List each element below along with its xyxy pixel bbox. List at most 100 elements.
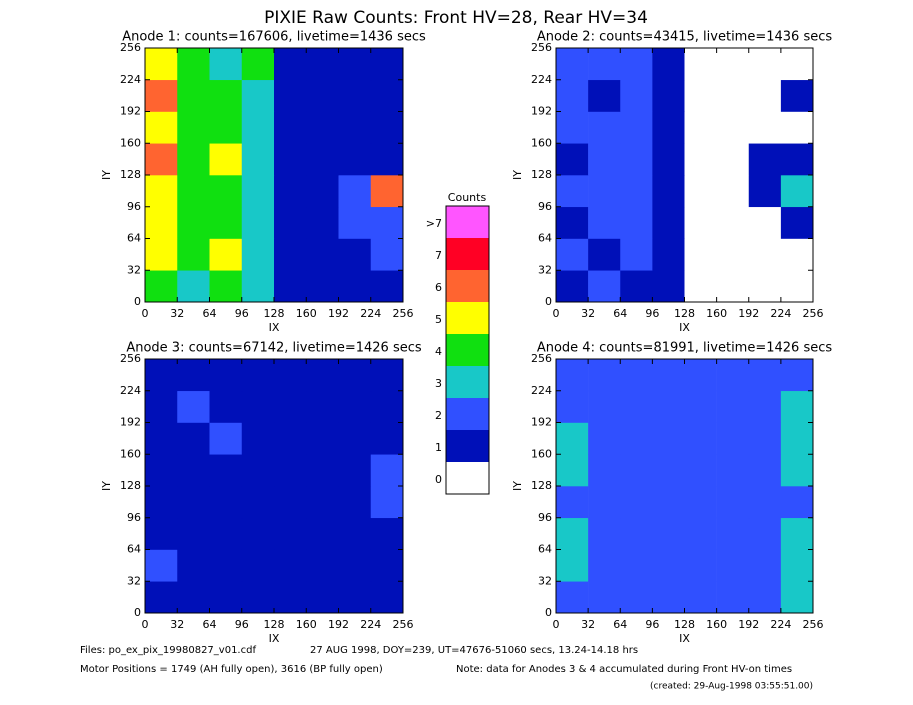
heatmap-cell xyxy=(177,175,210,208)
heatmap-cell xyxy=(652,143,685,176)
colorbar-box xyxy=(446,270,489,302)
heatmap-cell xyxy=(274,454,307,487)
heatmap-cell xyxy=(241,454,275,487)
heatmap-cell xyxy=(145,270,178,303)
heatmap-cell xyxy=(780,48,814,81)
x-tick-label: 192 xyxy=(738,307,759,320)
heatmap-cell xyxy=(716,390,750,423)
heatmap-cell xyxy=(684,390,717,423)
heatmap-cell xyxy=(370,143,404,176)
heatmap-cell xyxy=(780,359,814,392)
heatmap-cell xyxy=(306,454,339,487)
heatmap-cell xyxy=(588,486,621,519)
heatmap-cell xyxy=(684,517,717,550)
y-tick-label: 0 xyxy=(545,295,552,308)
heatmap-cell xyxy=(338,581,372,614)
colorbar-label: >7 xyxy=(426,217,442,230)
heatmap-cell xyxy=(780,390,814,423)
heatmap-cell xyxy=(177,422,210,455)
heatmap-cell xyxy=(274,517,307,550)
heatmap-cell xyxy=(209,486,243,519)
y-tick-label: 224 xyxy=(120,384,141,397)
heatmap-cell xyxy=(556,359,589,392)
heatmap-cell xyxy=(274,486,307,519)
heatmap-cell xyxy=(684,175,717,208)
heatmap-cell xyxy=(306,422,339,455)
y-tick-label: 160 xyxy=(120,136,141,149)
heatmap-cell xyxy=(620,517,653,550)
heatmap-cell xyxy=(780,422,814,455)
x-tick-label: 224 xyxy=(360,618,381,631)
heatmap-cell xyxy=(177,48,210,81)
y-tick-label: 224 xyxy=(531,73,552,86)
heatmap-cell xyxy=(556,48,589,81)
heatmap-cell xyxy=(716,238,750,271)
colorbar-label: 2 xyxy=(435,409,442,422)
panel-title: Anode 3: counts=67142, livetime=1426 sec… xyxy=(126,341,422,356)
y-tick-label: 256 xyxy=(120,352,141,365)
heatmap-cell xyxy=(556,517,589,550)
heatmap-cell xyxy=(588,238,621,271)
y-tick-label: 160 xyxy=(531,447,552,460)
heatmap-cell xyxy=(684,48,717,81)
x-tick-label: 160 xyxy=(296,618,317,631)
y-tick-label: 64 xyxy=(127,543,141,556)
heatmap-cell xyxy=(620,206,653,239)
heatmap-cell xyxy=(780,111,814,144)
x-tick-label: 0 xyxy=(142,618,149,631)
heatmap-cell xyxy=(209,270,243,303)
heatmap-cell xyxy=(588,454,621,487)
x-tick-label: 160 xyxy=(706,307,727,320)
heatmap-cell xyxy=(241,359,275,392)
heatmap-cell xyxy=(652,549,685,582)
heatmap-cell xyxy=(209,390,243,423)
heatmap-cell xyxy=(241,111,275,144)
heatmap-cell xyxy=(652,270,685,303)
heatmap-cell xyxy=(556,486,589,519)
heatmap-cell xyxy=(588,390,621,423)
heatmap-cell xyxy=(370,79,404,112)
heatmap-cell xyxy=(145,238,178,271)
x-tick-label: 192 xyxy=(328,618,349,631)
heatmap-cell xyxy=(748,238,782,271)
heatmap-cell xyxy=(338,175,372,208)
heatmap-cell xyxy=(241,422,275,455)
heatmap-cell xyxy=(748,206,782,239)
heatmap-cell xyxy=(652,486,685,519)
heatmap-cell xyxy=(241,175,275,208)
heatmap-cell xyxy=(338,454,372,487)
heatmap-cell xyxy=(780,143,814,176)
x-tick-label: 64 xyxy=(203,618,217,631)
heatmap-cell xyxy=(620,175,653,208)
heatmap-cell xyxy=(716,454,750,487)
heatmap-cell xyxy=(177,549,210,582)
y-tick-label: 0 xyxy=(545,606,552,619)
heatmap-cell xyxy=(716,48,750,81)
heatmap-cell xyxy=(209,175,243,208)
heatmap-cell xyxy=(370,175,404,208)
heatmap-cell xyxy=(748,517,782,550)
heatmap-cell xyxy=(306,238,339,271)
heatmap-cell xyxy=(145,390,178,423)
heatmap-cell xyxy=(684,359,717,392)
heatmap-cell xyxy=(145,48,178,81)
y-tick-label: 192 xyxy=(120,105,141,118)
x-axis-label: IX xyxy=(269,632,280,645)
heatmap-cell xyxy=(306,486,339,519)
heatmap-cell xyxy=(370,270,404,303)
heatmap-cell xyxy=(716,143,750,176)
colorbar-box xyxy=(446,462,489,494)
y-tick-label: 96 xyxy=(127,511,141,524)
heatmap-cell xyxy=(370,48,404,81)
heatmap-cell xyxy=(652,79,685,112)
colorbar-title: Counts xyxy=(448,191,487,204)
heatmap-cell xyxy=(556,143,589,176)
heatmap-cell xyxy=(306,390,339,423)
heatmap-cell xyxy=(748,111,782,144)
heatmap-cell xyxy=(556,581,589,614)
heatmap-cell xyxy=(274,422,307,455)
heatmap-cell xyxy=(620,79,653,112)
heatmap-cell xyxy=(306,48,339,81)
heatmap-cell xyxy=(209,238,243,271)
